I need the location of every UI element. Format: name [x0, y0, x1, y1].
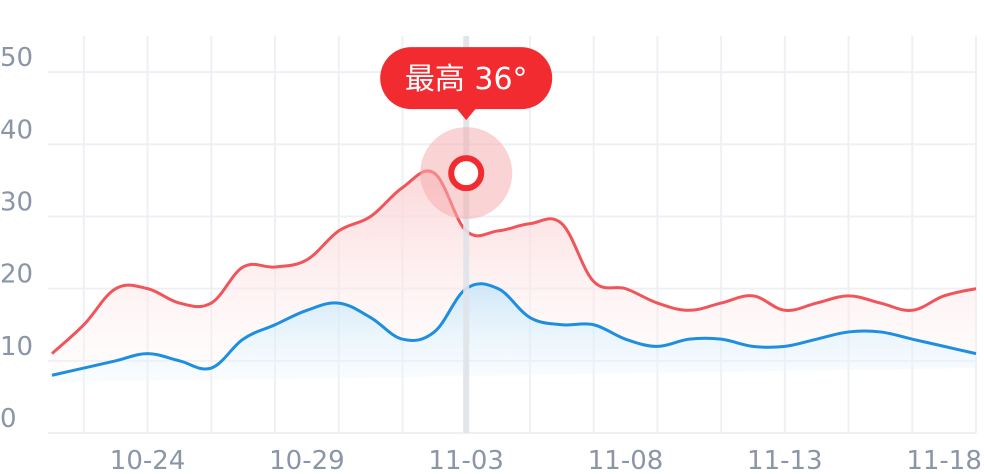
x-tick-label: 11-03	[428, 446, 504, 474]
series-high-area	[52, 170, 976, 376]
highlight-guide-line	[463, 36, 470, 433]
y-tick-label: 30	[0, 187, 33, 217]
x-tick-label: 11-18	[906, 446, 982, 474]
x-tick-label: 10-29	[269, 446, 345, 474]
highlight-point	[448, 155, 485, 192]
y-axis-ticks: 0 10 20 30 40 50	[0, 43, 33, 434]
series-high-line	[50, 169, 977, 355]
y-tick-label: 20	[0, 260, 33, 290]
y-tick-label: 50	[0, 43, 33, 73]
y-tick-label: 40	[0, 115, 33, 145]
x-axis-ticks: 10-24 10-29 11-03 11-08 11-13 11-18	[110, 446, 982, 474]
max-tooltip	[380, 47, 553, 110]
max-highlight: 最高 36°	[380, 36, 553, 433]
y-tick-label: 0	[0, 404, 17, 434]
x-tick-label: 11-08	[588, 446, 664, 474]
x-tick-label: 11-13	[747, 446, 823, 474]
series-low-area	[52, 283, 976, 383]
series-low-line	[51, 282, 977, 377]
max-tooltip-label: 最高 36°	[405, 62, 528, 97]
y-tick-label: 10	[0, 332, 33, 362]
max-tooltip-pointer	[456, 108, 477, 121]
series-lines	[50, 169, 977, 377]
series-areas	[52, 170, 976, 383]
x-tick-label: 10-24	[110, 446, 186, 474]
